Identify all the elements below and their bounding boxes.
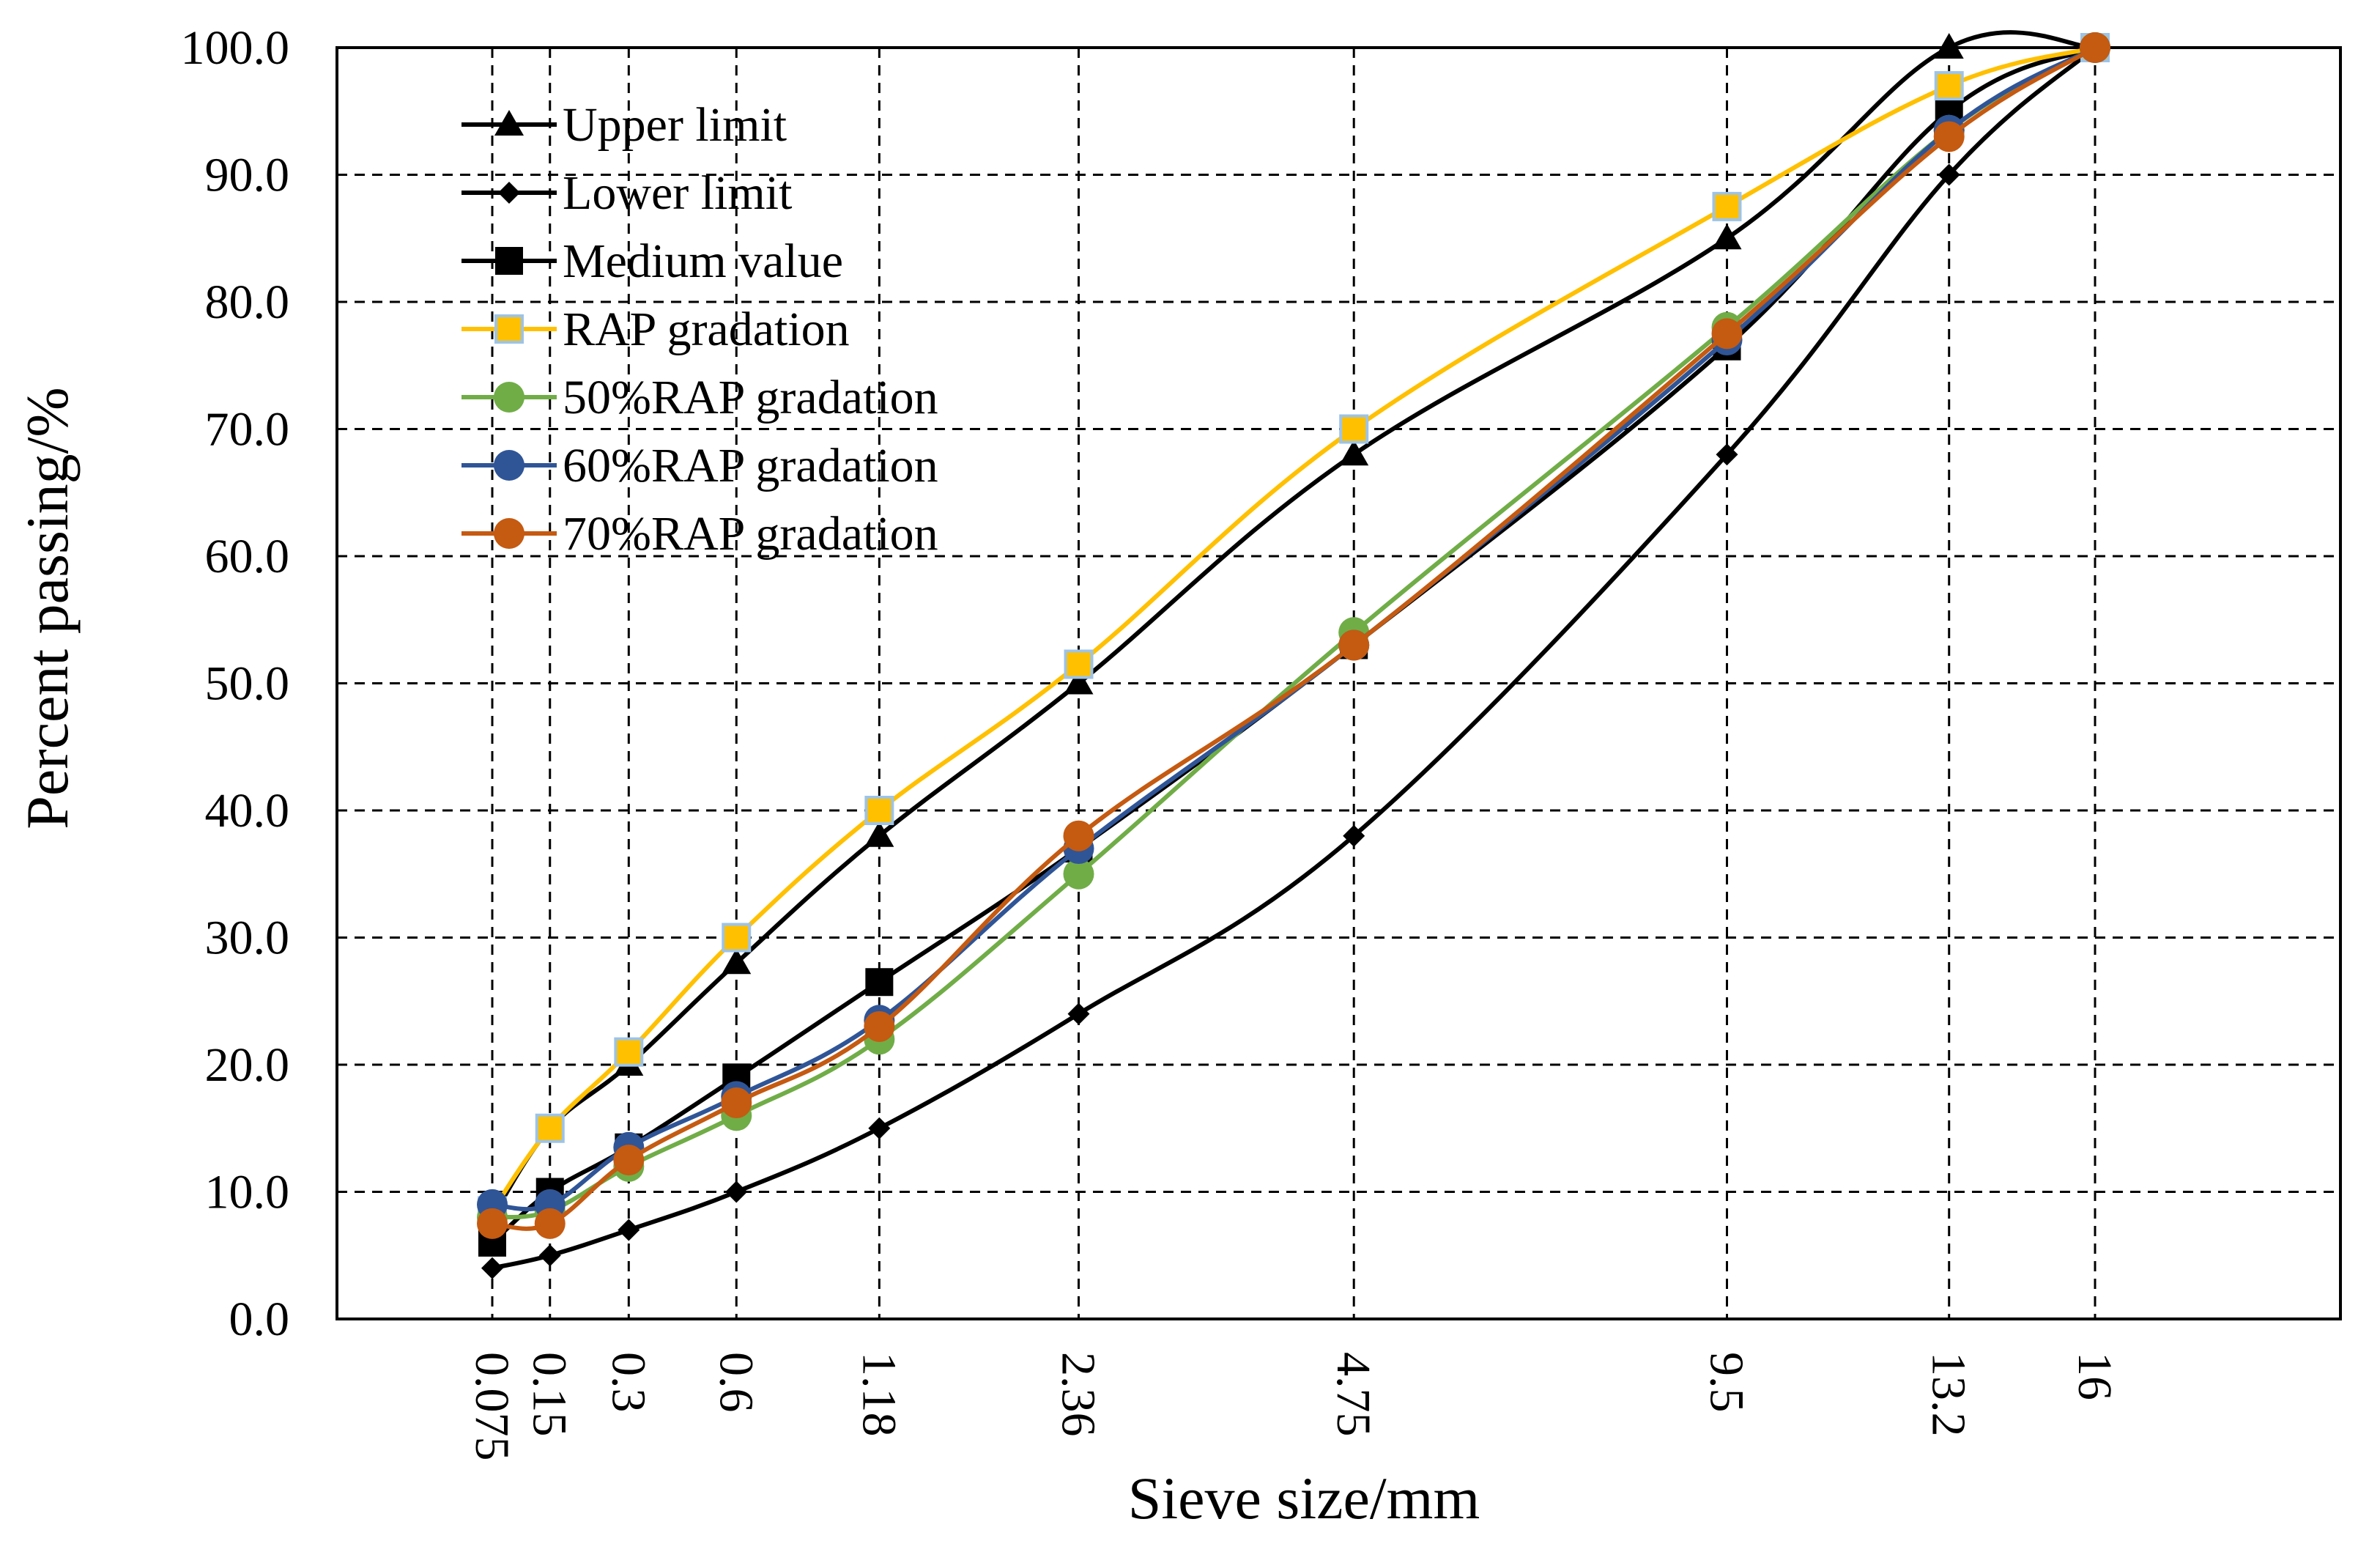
legend-swatch-marker <box>494 314 524 344</box>
x-tick-label: 16 <box>2068 1352 2121 1400</box>
y-tick-label: 50.0 <box>205 657 290 711</box>
data-point <box>1338 629 1370 661</box>
y-tick-label: 0.0 <box>229 1293 290 1346</box>
legend-item[interactable]: Lower limit <box>461 166 792 220</box>
x-tick-label: 1.18 <box>852 1352 905 1437</box>
data-point <box>868 1117 891 1139</box>
data-point <box>1716 443 1738 466</box>
legend-item[interactable]: RAP gradation <box>461 303 850 356</box>
y-tick-label: 20.0 <box>205 1038 290 1092</box>
legend-label: Medium value <box>563 234 843 288</box>
data-point <box>618 1219 640 1241</box>
x-tick-label: 0.6 <box>709 1352 763 1413</box>
x-tick-label: 13.2 <box>1922 1352 1976 1437</box>
legend-item[interactable]: 60%RAP gradation <box>461 439 938 492</box>
legend-item[interactable]: Upper limit <box>461 98 787 152</box>
data-point <box>1343 824 1365 847</box>
data-point <box>1934 71 1964 101</box>
data-point <box>722 948 752 975</box>
x-tick-label: 0.15 <box>523 1352 577 1437</box>
data-point <box>1063 858 1094 890</box>
data-point <box>1934 33 1964 59</box>
data-point <box>2080 32 2110 63</box>
legend-item[interactable]: Medium value <box>461 234 843 288</box>
plot-area-frame <box>336 46 2342 1320</box>
legend-swatch-marker <box>494 382 524 413</box>
x-tick-label: 2.36 <box>1051 1352 1105 1437</box>
data-point <box>1339 440 1369 466</box>
legend-label: RAP gradation <box>563 303 850 356</box>
data-point <box>1711 318 1743 350</box>
y-axis-ticks: 0.0 10.0 20.0 30.0 40.0 50.0 60.0 70.0 80.0 90.0 1… <box>181 21 290 1346</box>
data-point <box>538 1244 561 1267</box>
data-point <box>1938 163 1960 186</box>
data-point <box>722 923 752 953</box>
data-point <box>864 1010 895 1042</box>
data-point <box>613 1145 645 1176</box>
y-tick-label: 80.0 <box>205 276 290 329</box>
y-tick-label: 100.0 <box>181 21 290 75</box>
data-point <box>865 968 894 997</box>
data-point <box>481 1257 503 1279</box>
data-point <box>1064 668 1094 695</box>
data-point <box>535 1113 565 1143</box>
data-point <box>864 821 894 847</box>
data-point <box>864 796 894 825</box>
legend-label: 60%RAP gradation <box>563 439 938 492</box>
legend-swatch-marker <box>498 182 520 204</box>
y-tick-label: 70.0 <box>205 403 290 457</box>
legend-swatch-marker <box>494 110 524 136</box>
data-point <box>1712 223 1742 250</box>
x-tick-label: 0.075 <box>465 1352 519 1461</box>
x-tick-label: 9.5 <box>1700 1352 1754 1413</box>
legend-label: 70%RAP gradation <box>563 507 938 561</box>
series-layer <box>477 30 2110 1279</box>
y-tick-label: 30.0 <box>205 912 290 965</box>
legend-swatch-marker <box>494 518 524 549</box>
legend-label: Upper limit <box>563 98 787 152</box>
y-tick-label: 10.0 <box>205 1166 290 1219</box>
x-tick-label: 0.3 <box>601 1352 655 1413</box>
legend-item[interactable]: 50%RAP gradation <box>461 371 938 424</box>
series-line <box>492 45 2097 1220</box>
y-tick-label: 40.0 <box>205 784 290 838</box>
series-line <box>490 45 2096 1213</box>
data-point <box>1063 820 1094 851</box>
data-point <box>1933 121 1965 152</box>
series-line <box>492 45 2097 1231</box>
x-axis-ticks: 0.075 0.15 0.3 0.6 1.18 2.36 4.75 9.5 13.2 16 <box>465 1352 2121 1461</box>
data-point <box>721 1087 752 1119</box>
data-point <box>1339 414 1369 444</box>
x-axis-title: Sieve size/mm <box>1128 1465 1480 1531</box>
legend[interactable]: Upper limit Lower limit Medium value RAP gr… <box>461 98 938 561</box>
series-line <box>492 45 2097 1271</box>
data-point <box>1712 191 1742 221</box>
data-point <box>1064 649 1094 679</box>
x-tick-label: 4.75 <box>1327 1352 1380 1437</box>
data-point <box>614 1037 644 1067</box>
legend-label: Lower limit <box>563 166 792 220</box>
data-point <box>725 1180 748 1203</box>
data-point <box>1067 1002 1090 1025</box>
data-point <box>477 1208 508 1239</box>
legend-swatch-marker <box>495 247 523 275</box>
y-tick-label: 90.0 <box>205 149 290 202</box>
legend-label: 50%RAP gradation <box>563 371 938 424</box>
data-point <box>534 1208 566 1239</box>
legend-swatch-marker <box>494 450 524 481</box>
series-line <box>491 45 2097 1245</box>
series-70-rap-gradation <box>477 32 2110 1239</box>
legend-item[interactable]: 70%RAP gradation <box>461 507 938 561</box>
y-axis-title: Percent passing/% <box>14 387 81 829</box>
y-tick-label: 60.0 <box>205 530 290 583</box>
